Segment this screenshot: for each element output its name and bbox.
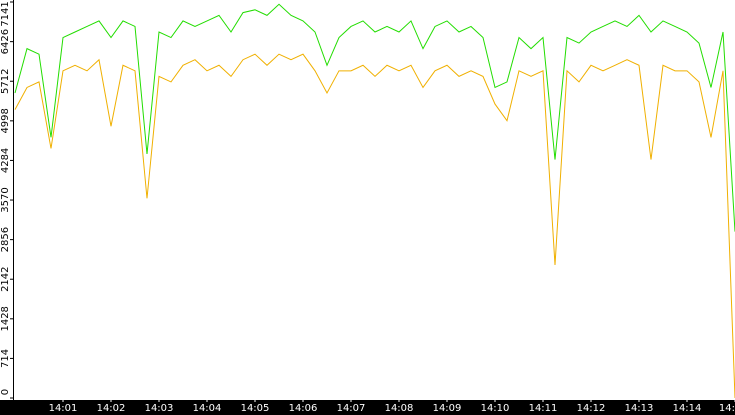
x-tick-label: 14:12 bbox=[577, 403, 606, 414]
y-tick-label: 4284 bbox=[0, 148, 11, 173]
x-tick-label: 14:09 bbox=[433, 403, 462, 414]
y-tick-label: 1428 bbox=[0, 306, 11, 331]
y-tick-label: 2142 bbox=[0, 266, 11, 291]
x-tick-label: 14:03 bbox=[145, 403, 174, 414]
x-tick-label: 14:05 bbox=[241, 403, 270, 414]
y-tick-label: 6426 bbox=[0, 29, 11, 54]
y-tick-label: 7141 bbox=[0, 1, 11, 26]
y-tick-label: 3570 bbox=[0, 187, 11, 212]
x-tick-label: 14:06 bbox=[289, 403, 318, 414]
y-tick-label: 0 bbox=[0, 389, 11, 395]
x-tick-label: 14:14 bbox=[673, 403, 702, 414]
x-tick-label: 14:01 bbox=[49, 403, 78, 414]
x-tick-label: 14:08 bbox=[385, 403, 414, 414]
y-tick-label: 714 bbox=[0, 349, 11, 368]
x-tick-label: 14: bbox=[719, 403, 735, 414]
x-tick-label: 14:02 bbox=[97, 403, 126, 414]
x-tick-label: 14:07 bbox=[337, 403, 366, 414]
x-tick-label: 14:10 bbox=[481, 403, 510, 414]
x-axis-band bbox=[0, 400, 735, 415]
series-line bbox=[14, 3, 735, 232]
x-tick-label: 14:04 bbox=[193, 403, 222, 414]
y-tick-label: 4998 bbox=[0, 108, 11, 133]
x-tick-label: 14:13 bbox=[625, 403, 654, 414]
y-tick-label: 5712 bbox=[0, 69, 11, 94]
y-tick-label: 2856 bbox=[0, 227, 11, 252]
x-tick-label: 14:11 bbox=[529, 403, 558, 414]
series-line bbox=[14, 53, 735, 399]
